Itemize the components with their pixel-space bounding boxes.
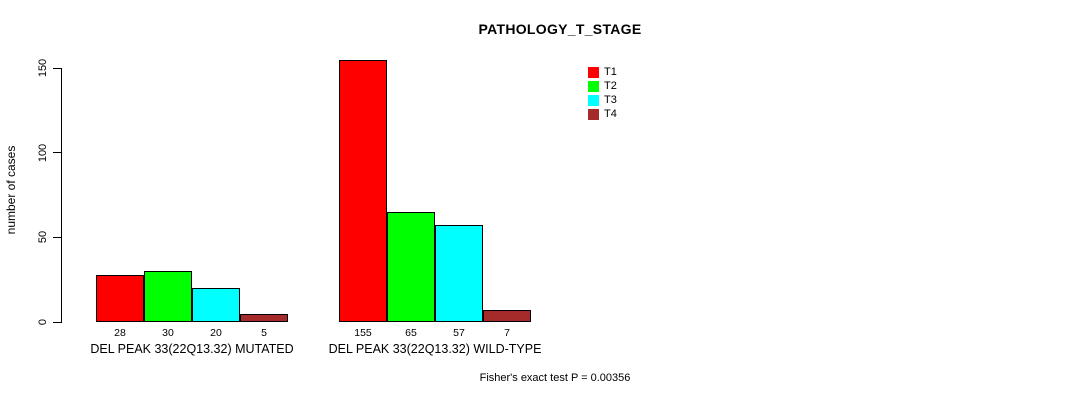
bar — [483, 310, 531, 322]
legend-item: T4 — [588, 107, 617, 121]
legend-label: T3 — [604, 94, 617, 106]
legend-label: T2 — [604, 80, 617, 92]
legend-item: T3 — [588, 93, 617, 107]
bar — [339, 60, 387, 322]
bar — [96, 275, 144, 322]
chart-title: PATHOLOGY_T_STAGE — [478, 21, 642, 37]
y-axis-line — [61, 68, 62, 323]
legend-item: T2 — [588, 79, 617, 93]
y-axis-tick — [53, 152, 61, 154]
annotation-text: Fisher's exact test P = 0.00356 — [479, 372, 631, 384]
y-axis-tick-label: 100 — [37, 143, 49, 162]
bar — [435, 225, 483, 322]
y-axis-tick-label: 50 — [37, 231, 49, 244]
bar-value-label: 20 — [210, 327, 222, 339]
legend-swatch — [588, 80, 599, 92]
bar — [240, 314, 288, 322]
bar — [387, 212, 435, 322]
legend-swatch — [588, 66, 599, 78]
legend-label: T4 — [604, 108, 617, 120]
category-label: DEL PEAK 33(22Q13.32) WILD-TYPE — [328, 342, 542, 356]
y-axis-tick-label: 0 — [37, 318, 49, 326]
legend-swatch — [588, 94, 599, 106]
bar-value-label: 30 — [162, 327, 174, 339]
y-axis-tick — [53, 67, 61, 69]
legend: T1 T2 T3 T4 — [588, 65, 617, 121]
bar-value-label: 28 — [114, 327, 126, 339]
bar-value-label: 57 — [453, 327, 465, 339]
bar — [192, 288, 240, 322]
legend-item: T1 — [588, 65, 617, 79]
legend-swatch — [588, 108, 599, 120]
y-axis-tick — [53, 321, 61, 323]
y-axis-label: number of cases — [4, 145, 18, 235]
category-label: DEL PEAK 33(22Q13.32) MUTATED — [90, 342, 294, 356]
legend-label: T1 — [604, 66, 617, 78]
bar-value-label: 7 — [504, 327, 510, 339]
bar-value-label: 5 — [261, 327, 267, 339]
bar — [144, 271, 192, 322]
y-axis-tick-label: 150 — [37, 58, 49, 78]
bar-value-label: 65 — [405, 327, 417, 339]
bar-value-label: 155 — [354, 327, 372, 339]
y-axis-tick — [53, 236, 61, 238]
